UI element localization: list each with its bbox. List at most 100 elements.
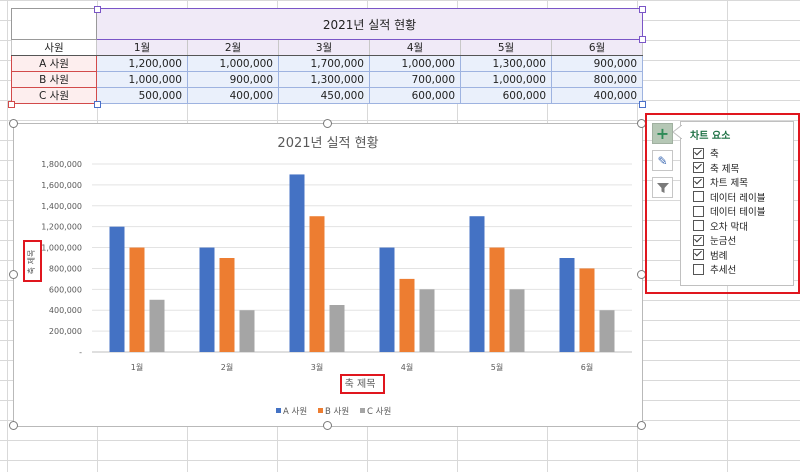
x-tick-label: 6월 [581, 362, 593, 372]
value-cell[interactable]: 1,000,000 [96, 71, 188, 88]
value-cell[interactable]: 900,000 [551, 55, 643, 72]
chart-element-option[interactable]: 범례 [693, 248, 727, 262]
range-handle[interactable] [94, 6, 101, 13]
chart-element-option[interactable]: 오차 막대 [693, 219, 748, 233]
employee-name-cell[interactable]: C 사원 [11, 87, 97, 104]
bar[interactable] [329, 305, 345, 352]
value-cell[interactable]: 1,700,000 [278, 55, 370, 72]
chart-resize-handle[interactable] [9, 119, 18, 128]
value-cell[interactable]: 600,000 [460, 87, 552, 104]
bar[interactable] [239, 310, 255, 352]
value-cell[interactable]: 1,000,000 [369, 55, 461, 72]
range-handle[interactable] [8, 101, 15, 108]
month-header[interactable]: 6월 [551, 39, 643, 56]
table-row: A 사원 1,200,000 1,000,000 1,700,000 1,000,000… [11, 55, 643, 72]
chart-filters-button[interactable] [652, 177, 673, 198]
chart-title[interactable]: 2021년 실적 현황 [277, 136, 378, 151]
range-handle[interactable] [639, 101, 646, 108]
value-cell[interactable]: 400,000 [551, 87, 643, 104]
bar[interactable] [219, 258, 235, 352]
employee-name-cell[interactable]: B 사원 [11, 71, 97, 88]
value-cell[interactable]: 1,300,000 [278, 71, 370, 88]
bar[interactable] [199, 247, 215, 352]
value-cell[interactable]: 1,000,000 [460, 71, 552, 88]
chart-element-option[interactable]: 축 제목 [693, 161, 739, 175]
y-tick-label: 1,600,000 [41, 181, 82, 190]
empty-corner-cell[interactable] [11, 8, 97, 40]
month-header[interactable]: 1월 [96, 39, 188, 56]
y-tick-label: - [79, 348, 82, 357]
value-cell[interactable]: 500,000 [96, 87, 188, 104]
option-label: 추세선 [710, 265, 737, 276]
value-cell[interactable]: 1,200,000 [96, 55, 188, 72]
bar[interactable] [149, 299, 165, 352]
value-cell[interactable]: 1,000,000 [187, 55, 279, 72]
bar[interactable] [399, 278, 415, 352]
value-cell[interactable]: 1,300,000 [460, 55, 552, 72]
value-cell[interactable]: 800,000 [551, 71, 643, 88]
bar[interactable] [489, 247, 505, 352]
range-handle[interactable] [639, 6, 646, 13]
month-header[interactable]: 4월 [369, 39, 461, 56]
unchecked-checkbox[interactable] [693, 220, 704, 231]
legend-swatch [318, 408, 323, 413]
bar[interactable] [289, 174, 305, 352]
checked-checkbox[interactable] [693, 249, 704, 260]
bar[interactable] [379, 247, 395, 352]
chart-element-option[interactable]: 눈금선 [693, 233, 736, 247]
unchecked-checkbox[interactable] [693, 191, 704, 202]
chart-element-option[interactable]: 데이터 레이블 [693, 190, 765, 204]
value-cell[interactable]: 700,000 [369, 71, 461, 88]
x-tick-label: 2월 [221, 362, 233, 372]
value-cell[interactable]: 600,000 [369, 87, 461, 104]
panel-pointer [673, 125, 682, 139]
chart-resize-handle[interactable] [323, 119, 332, 128]
employee-name-cell[interactable]: A 사원 [11, 55, 97, 72]
chart-resize-handle[interactable] [637, 421, 646, 430]
x-axis-title[interactable]: 축 제목 [345, 378, 376, 390]
checked-checkbox[interactable] [693, 147, 704, 159]
chart-resize-handle[interactable] [323, 421, 332, 430]
checked-checkbox[interactable] [693, 176, 704, 188]
value-cell[interactable]: 900,000 [187, 71, 279, 88]
bar[interactable] [559, 258, 575, 352]
checked-checkbox[interactable] [693, 162, 704, 173]
chart-resize-handle[interactable] [9, 270, 18, 279]
chart-elements-button[interactable]: + [652, 123, 673, 144]
range-handle[interactable] [94, 101, 101, 108]
month-header[interactable]: 2월 [187, 39, 279, 56]
y-axis-title[interactable]: 축 제목 [27, 250, 36, 275]
filter-icon [656, 182, 669, 193]
bar[interactable] [509, 289, 525, 352]
chart-element-option[interactable]: 차트 제목 [693, 175, 748, 189]
y-tick-label: 200,000 [49, 327, 82, 336]
chart-element-option[interactable]: 축 [693, 146, 719, 160]
chart-styles-button[interactable]: ✎ [652, 150, 673, 171]
chart-resize-handle[interactable] [9, 421, 18, 430]
bar[interactable] [309, 216, 325, 352]
highlight-x-axis-title [340, 374, 385, 394]
unchecked-checkbox[interactable] [693, 263, 704, 275]
bar[interactable] [419, 289, 435, 352]
range-handle[interactable] [639, 36, 646, 43]
bar[interactable] [599, 310, 615, 352]
bar[interactable] [469, 216, 485, 352]
chart-element-option[interactable]: 데이터 테이블 [693, 204, 765, 218]
name-header[interactable]: 사원 [11, 39, 97, 56]
unchecked-checkbox[interactable] [693, 205, 704, 217]
month-header[interactable]: 5월 [460, 39, 552, 56]
bar[interactable] [109, 226, 125, 352]
bar-chart[interactable]: 2021년 실적 현황 - 200,000 400,000 600,000 800,00… [13, 123, 643, 427]
chart-legend[interactable]: A 사원 B 사원 C 사원 [276, 407, 391, 417]
value-cell[interactable]: 400,000 [187, 87, 279, 104]
value-cell[interactable]: 450,000 [278, 87, 370, 104]
legend-label: B 사원 [325, 407, 349, 417]
month-header[interactable]: 3월 [278, 39, 370, 56]
y-tick-label: 1,400,000 [41, 202, 82, 211]
chart-element-option[interactable]: 추세선 [693, 262, 736, 276]
checked-checkbox[interactable] [693, 234, 704, 246]
plus-icon: + [655, 123, 670, 143]
table-title[interactable]: 2021년 실적 현황 [96, 8, 643, 40]
bar[interactable] [129, 247, 145, 352]
bar[interactable] [579, 268, 595, 352]
